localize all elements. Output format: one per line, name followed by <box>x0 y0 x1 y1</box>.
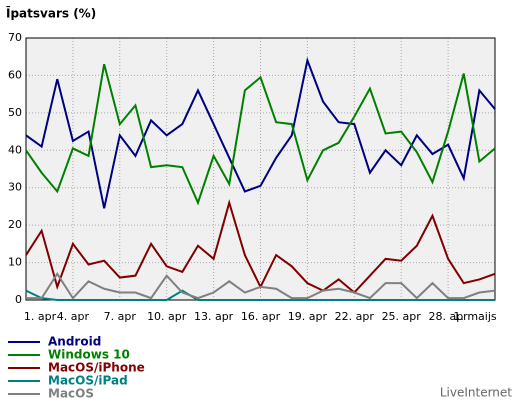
x-tick-label: 28. apr <box>428 310 468 323</box>
legend-label: Android <box>48 335 101 349</box>
plot-area <box>26 38 495 300</box>
series-line <box>25 63 496 206</box>
x-tick-label: 7. apr <box>104 310 137 323</box>
series-line <box>25 289 495 301</box>
y-tick-label: 30 <box>8 181 22 194</box>
legend-label: MacOS/iPhone <box>48 361 145 375</box>
x-tick-label: 19. apr <box>288 310 328 323</box>
x-tick-label: 22. apr <box>335 310 375 323</box>
x-tick-label: 25. apr <box>382 310 422 323</box>
x-tick-label: 1. apr <box>24 310 57 323</box>
x-tick-label: 10. apr <box>147 310 187 323</box>
y-tick-label: 20 <box>8 218 22 231</box>
y-tick-label: 10 <box>8 256 22 269</box>
x-tick-label: 1. maijs <box>453 310 497 323</box>
legend-label: MacOS/iPad <box>48 374 128 388</box>
source: LiveInternet <box>440 386 512 400</box>
series-line <box>26 271 496 300</box>
x-tick-label: 16. apr <box>241 310 281 323</box>
x-tick-label: 13. apr <box>194 310 234 323</box>
y-tick-label: 70 <box>8 31 22 44</box>
legend-label: MacOS <box>48 387 94 401</box>
legend-label: Windows 10 <box>48 348 130 362</box>
x-tick-label: 4. apr <box>57 310 90 323</box>
series-line <box>25 56 496 209</box>
y-tick-label: 40 <box>8 143 22 156</box>
y-tick-label: 50 <box>8 106 22 119</box>
chart-title: Īpatsvars (%) <box>6 7 96 21</box>
y-tick-label: 0 <box>15 293 22 306</box>
y-tick-label: 60 <box>8 68 22 81</box>
